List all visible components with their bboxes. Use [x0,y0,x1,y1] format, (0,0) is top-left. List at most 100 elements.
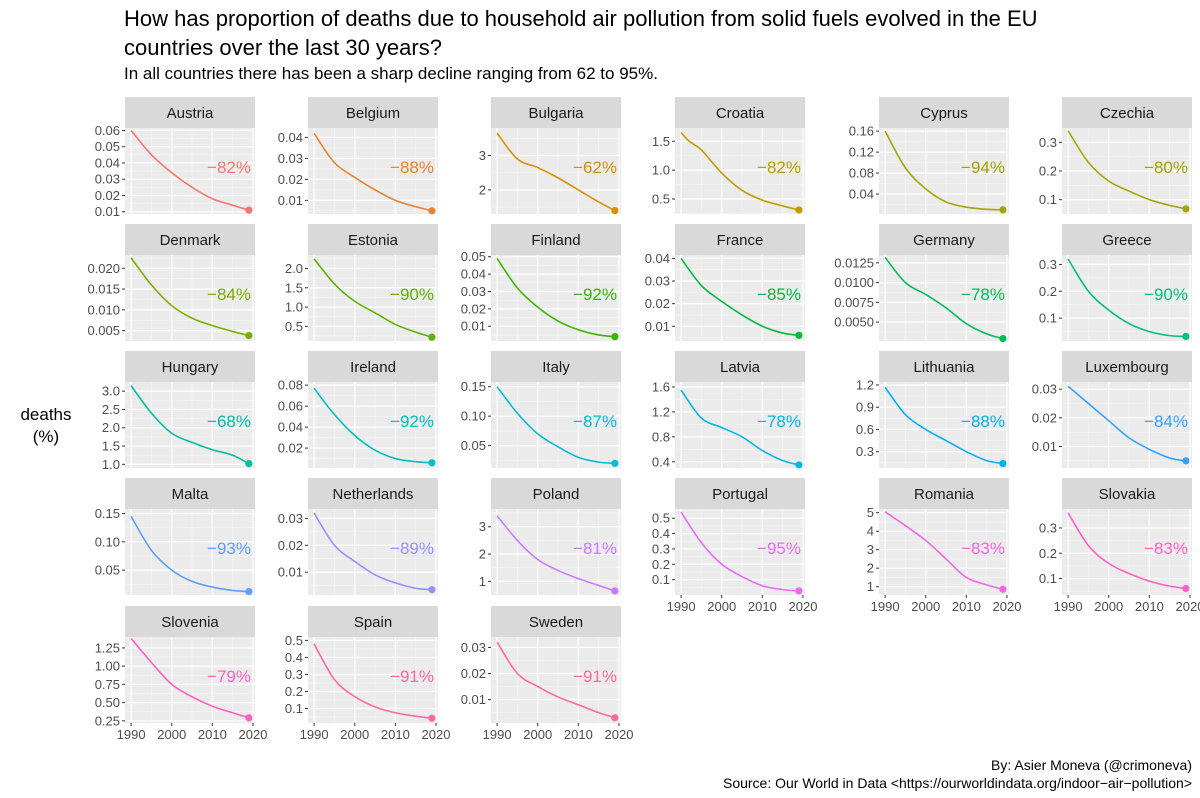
strip-label-hungary: Hungary [162,359,219,376]
y-tick-label-germany: 0.0100 [834,275,874,290]
end-point-malta [245,588,253,596]
y-tick-label-latvia: 0.8 [652,429,670,444]
strip-label-france: France [717,232,764,249]
panel-bg-bulgaria [491,128,621,214]
series-line-bulgaria [496,132,616,212]
strip-ireland [308,351,438,382]
strip-label-greece: Greece [1102,232,1151,249]
y-tick-label-netherlands: 0.03 [278,511,303,526]
end-point-germany [999,335,1007,343]
credit-author: By: Asier Moneva (@crimoneva) [991,757,1192,773]
y-tick-label-denmark: 0.020 [87,261,120,276]
strip-label-romania: Romania [914,486,975,503]
panel-bg-germany [879,255,1009,341]
series-line-malta [130,515,249,593]
y-tick-label-luxembourg: 0.02 [1032,410,1057,425]
strip-label-malta: Malta [172,486,209,503]
strip-label-netherlands: Netherlands [333,486,414,503]
y-tick-label-hungary: 3.0 [102,384,120,399]
y-tick-label-luxembourg: 0.03 [1032,382,1057,397]
y-tick-label-slovenia: 0.25 [95,713,120,728]
y-tick-label-cyprus: 0.12 [849,145,874,160]
y-tick-label-belgium: 0.04 [278,130,303,145]
series-line-slovakia [1067,512,1187,590]
end-point-austria [245,206,253,214]
x-tick-label-spain: 1990 [300,727,329,742]
panel-bg-slovenia [125,637,255,723]
pct-label-slovenia: −79% [207,667,251,686]
pct-label-bulgaria: −62% [573,158,617,177]
strip-label-austria: Austria [167,105,214,122]
strip-portugal [675,478,805,509]
y-tick-label-ireland: 0.06 [278,399,303,414]
pct-label-croatia: −82% [757,158,801,177]
series-line-luxembourg [1067,385,1187,462]
end-point-hungary [245,460,253,468]
y-tick-label-poland: 3 [479,519,486,534]
pct-label-portugal: −95% [757,539,801,558]
panel-bg-poland [491,509,621,595]
y-tick-label-sweden: 0.03 [461,640,486,655]
strip-malta [125,478,255,509]
y-tick-label-estonia: 2.0 [285,261,303,276]
y-tick-label-romania: 4 [867,524,874,539]
panel-bg-slovakia [1062,509,1192,595]
y-tick-label-spain: 0.2 [285,684,303,699]
y-tick-label-austria: 0.04 [95,155,120,170]
end-point-portugal [795,587,803,595]
panel-bg-romania [879,509,1009,595]
strip-bulgaria [491,97,621,128]
y-tick-label-austria: 0.03 [95,172,120,187]
y-tick-label-italy: 0.15 [461,379,486,394]
strip-label-denmark: Denmark [160,232,221,249]
x-tick-label-sweden: 2000 [523,727,552,742]
end-point-netherlands [428,586,436,594]
y-tick-label-greece: 0.2 [1039,284,1057,299]
y-tick-label-portugal: 0.1 [652,572,670,587]
panel-bg-italy [491,382,621,468]
end-point-slovakia [1182,584,1190,593]
end-point-spain [428,714,436,722]
pct-label-poland: −81% [573,539,617,558]
strip-label-luxembourg: Luxembourg [1085,359,1168,376]
x-tick-label-slovenia: 1990 [117,727,146,742]
y-tick-label-latvia: 0.4 [652,454,670,469]
y-tick-label-cyprus: 0.16 [849,124,874,139]
y-tick-label-czechia: 0.3 [1039,135,1057,150]
strip-austria [125,97,255,128]
y-tick-label-hungary: 2.5 [102,402,120,417]
y-tick-label-czechia: 0.1 [1039,192,1057,207]
series-line-cyprus [884,130,1003,211]
end-point-latvia [795,461,803,469]
y-tick-label-germany: 0.0050 [834,315,874,330]
y-tick-label-poland: 1 [479,574,486,589]
chart-title: How has proportion of deaths due to hous… [124,6,1038,60]
pct-label-luxembourg: −84% [1144,412,1188,431]
y-tick-label-estonia: 1.5 [285,280,303,295]
y-tick-label-latvia: 1.6 [652,379,670,394]
strip-label-poland: Poland [533,486,580,503]
pct-label-lithuania: −88% [961,412,1005,431]
y-tick-label-romania: 5 [867,505,874,520]
series-line-lithuania [884,386,1004,465]
pct-label-slovakia: −83% [1144,539,1188,558]
y-tick-label-romania: 2 [867,561,874,576]
strip-denmark [125,224,255,255]
y-tick-label-hungary: 2.0 [102,420,120,435]
y-tick-label-lithuania: 0.6 [856,422,874,437]
panel-bg-ireland [308,382,438,468]
series-line-sweden [496,641,616,719]
pct-label-finland: −92% [573,285,617,304]
strip-germany [879,224,1009,255]
end-point-finland [611,333,619,341]
y-tick-label-belgium: 0.03 [278,151,303,166]
y-axis-label: deaths (%) [20,405,72,446]
strip-finland [491,224,621,255]
x-tick-label-slovenia: 2000 [157,727,186,742]
end-point-czechia [1182,205,1190,213]
end-point-lithuania [999,459,1007,468]
y-tick-label-netherlands: 0.01 [278,565,303,580]
panel-bg-croatia [675,128,805,214]
y-tick-label-slovenia: 1.00 [95,659,120,674]
panel-bg-hungary [125,382,255,468]
